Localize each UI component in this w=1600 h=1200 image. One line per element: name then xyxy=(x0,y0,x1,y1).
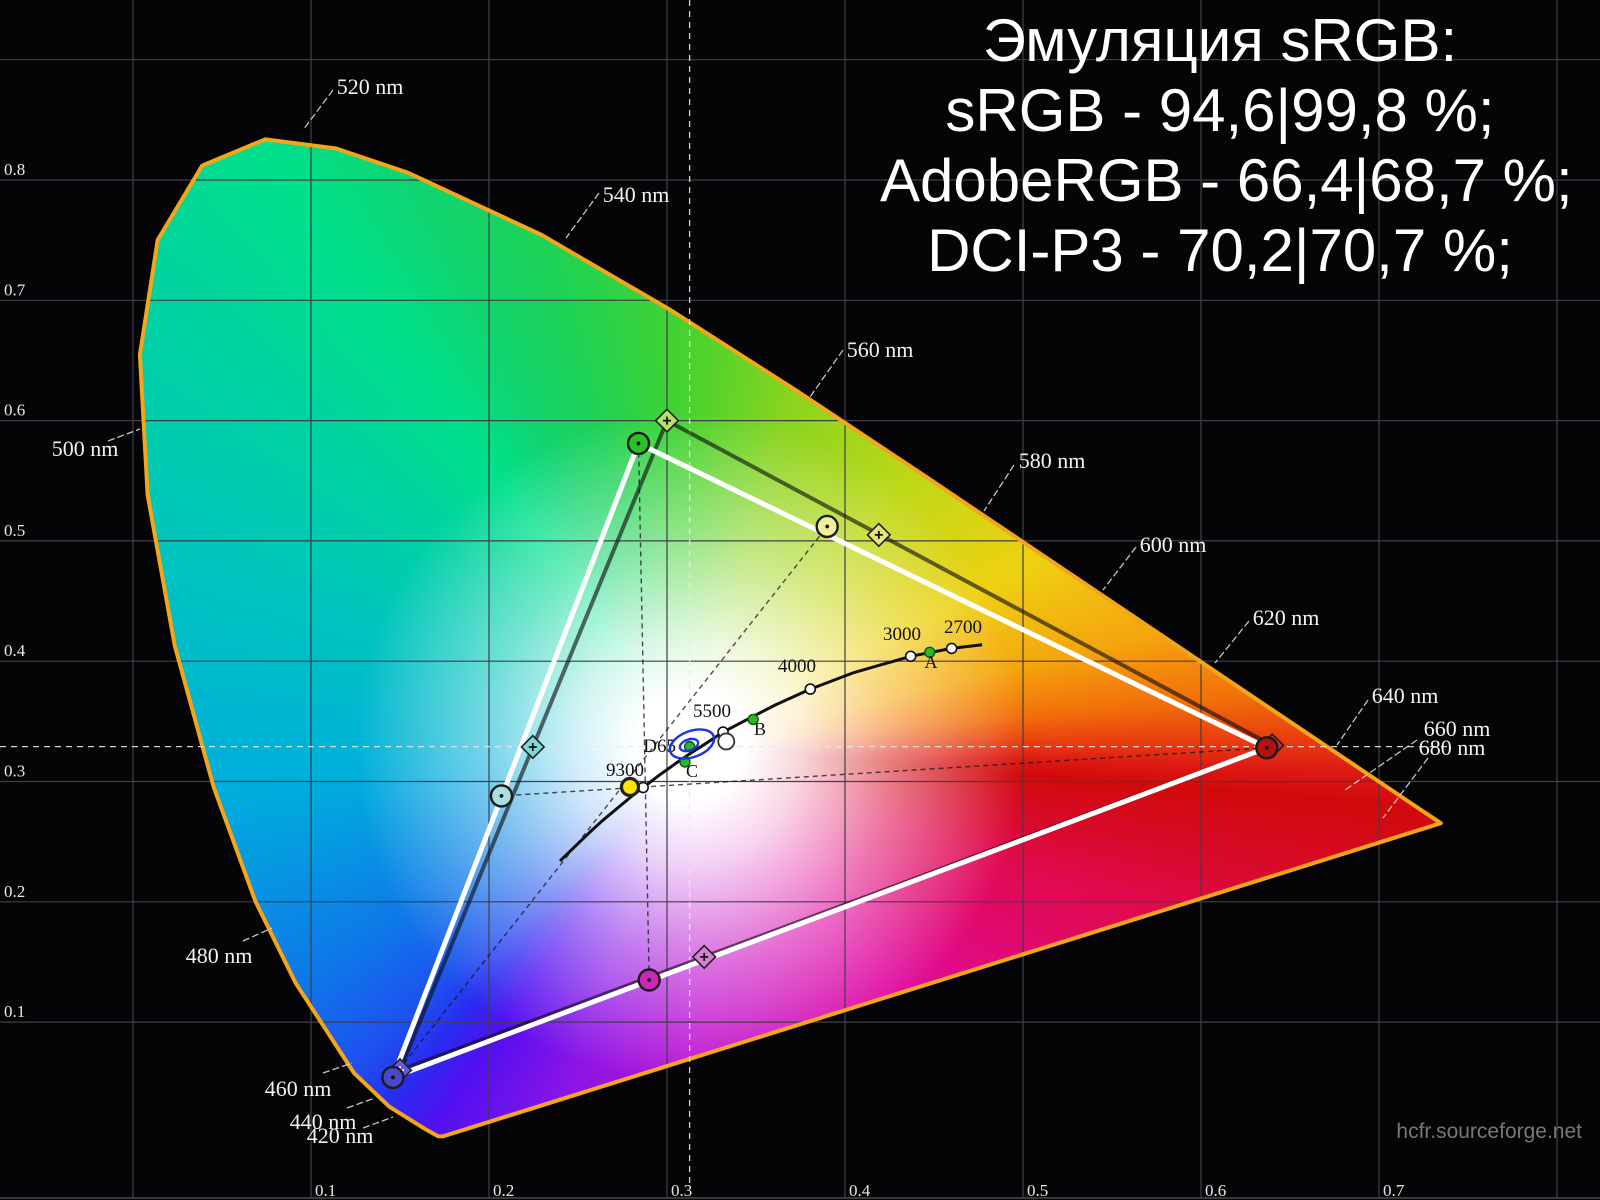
wavelength-label: 460 nm xyxy=(265,1076,332,1101)
wavelength-label: 500 nm xyxy=(52,436,119,461)
blackbody-label-4000: 4000 xyxy=(778,656,816,677)
measured-marker-dot-blue xyxy=(390,1075,395,1080)
x-tick-label: 0.1 xyxy=(315,1181,336,1200)
summary-line-title: Эмуляция sRGB: xyxy=(982,7,1458,74)
illuminant-marker-A xyxy=(924,646,936,658)
measured-marker-dot-red xyxy=(1264,745,1269,750)
tolerance-ellipse-1 xyxy=(678,737,700,753)
x-tick-label: 0.7 xyxy=(1383,1181,1405,1200)
wavelength-leader xyxy=(346,1097,376,1109)
hcfr-watermark: hcfr.sourceforge.net xyxy=(1396,1120,1582,1143)
y-tick-label: 0.5 xyxy=(4,521,25,540)
spectral-locus-border xyxy=(137,137,1443,1139)
x-tick-label: 0.6 xyxy=(1205,1181,1226,1200)
illuminant-label-A: A xyxy=(925,652,938,672)
wavelength-leader xyxy=(1344,739,1418,791)
summary-line-dcip3: DCI-P3 - 70,2|70,7 %; xyxy=(927,217,1513,284)
y-tick-label: 0.3 xyxy=(4,762,25,781)
wavelength-label: 520 nm xyxy=(337,74,404,99)
wavelength-label: 640 nm xyxy=(1372,683,1439,708)
wavelength-leader xyxy=(242,927,273,942)
blackbody-point-4000 xyxy=(804,683,817,695)
blackbody-curve xyxy=(558,643,983,862)
measured-marker-dot-green xyxy=(636,441,641,446)
wavelength-leader xyxy=(983,464,1015,512)
blackbody-point-2700 xyxy=(945,642,958,655)
blackbody-label-9300: 9300 xyxy=(606,760,644,781)
wavelength-label: 480 nm xyxy=(186,943,253,968)
wavelength-leader xyxy=(809,349,844,398)
x-tick-label: 0.3 xyxy=(671,1181,692,1200)
illuminant-label-C: C xyxy=(686,761,698,781)
whitepoint-label: D65 xyxy=(643,736,676,757)
wavelength-leader xyxy=(107,428,141,442)
measured-gamut-triangle xyxy=(390,441,1270,1080)
tolerance-ellipse-0 xyxy=(668,728,716,760)
wavelength-leader xyxy=(1336,699,1369,746)
wavelength-leader xyxy=(1214,620,1250,664)
blackbody-label-5500: 5500 xyxy=(693,701,731,722)
y-tick-label: 0.7 xyxy=(4,280,26,299)
wavelength-leader xyxy=(1382,757,1429,819)
wavelength-leader xyxy=(302,89,334,131)
y-tick-label: 0.2 xyxy=(4,882,25,901)
measured-marker-dot-yellow xyxy=(825,524,830,529)
x-tick-label: 0.5 xyxy=(1027,1181,1048,1200)
reference-marker-yellow xyxy=(866,522,892,548)
wavelength-label: 540 nm xyxy=(603,182,670,207)
wavelength-label: 600 nm xyxy=(1140,532,1207,557)
wavelength-label: 620 nm xyxy=(1253,605,1320,630)
measured-marker-dot-magenta xyxy=(647,978,652,982)
wavelength-leader xyxy=(565,192,600,239)
y-tick-label: 0.4 xyxy=(4,641,26,660)
wavelength-label: 580 nm xyxy=(1019,448,1086,473)
wavelength-label: 560 nm xyxy=(847,337,914,362)
wavelength-label: 680 nm xyxy=(1419,735,1486,760)
x-tick-label: 0.2 xyxy=(493,1181,514,1200)
blackbody-point-3000 xyxy=(904,650,917,663)
wavelength-label: 660 nm xyxy=(1424,716,1491,741)
measured-marker-dot-cyan xyxy=(499,794,504,798)
measured-white-marker xyxy=(619,776,641,798)
x-tick-label: 0.4 xyxy=(849,1181,871,1200)
blackbody-label-2700: 2700 xyxy=(944,617,982,638)
summary-line-srgb: sRGB - 94,6|99,8 %; xyxy=(945,77,1495,144)
y-tick-label: 0.1 xyxy=(4,1002,25,1021)
reference-marker-green xyxy=(654,408,680,434)
complement-line-green-magenta xyxy=(637,443,650,981)
illuminant-marker-B xyxy=(747,713,759,726)
illuminant-label-B: B xyxy=(754,719,766,739)
wavelength-leader xyxy=(1102,546,1137,591)
wavelength-leader xyxy=(322,1062,353,1074)
y-tick-label: 0.8 xyxy=(4,160,25,179)
illuminant-E-marker xyxy=(717,732,736,751)
blackbody-label-3000: 3000 xyxy=(883,624,921,645)
wavelength-leader xyxy=(362,1116,394,1129)
summary-line-adobergb: AdobeRGB - 66,4|68,7 %; xyxy=(880,147,1573,214)
wavelength-label: 440 nm xyxy=(290,1109,357,1134)
gamut-coverage-summary: Эмуляция sRGB: sRGB - 94,6|99,8 %; Adobe… xyxy=(880,6,1573,286)
wavelength-label: 420 nm xyxy=(307,1123,374,1148)
reference-marker-magenta xyxy=(691,944,717,970)
reference-marker-cyan xyxy=(520,734,546,760)
y-tick-label: 0.6 xyxy=(4,401,25,420)
